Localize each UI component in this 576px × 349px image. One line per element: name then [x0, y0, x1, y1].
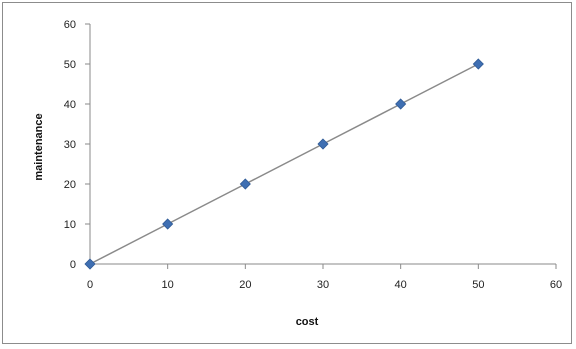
axes: 0 10 20 30 40 50 60 0 10 20 30 40 50 60: [64, 19, 562, 291]
x-tick-label: 60: [550, 279, 562, 291]
y-tick-label: 20: [64, 179, 76, 191]
chart-frame: [2, 2, 572, 344]
x-tick-label: 0: [87, 279, 93, 291]
y-tick-label: 30: [64, 139, 76, 151]
x-tick-label: 10: [162, 279, 174, 291]
data-point: [162, 218, 174, 230]
y-tick-label: 50: [64, 59, 76, 71]
y-tick-label: 10: [64, 219, 76, 231]
series-line: [89, 63, 479, 265]
data-point: [317, 138, 329, 150]
data-point: [472, 58, 484, 70]
x-tick-label: 20: [239, 279, 251, 291]
y-tick-label: 40: [64, 99, 76, 111]
y-axis-label: maintenance: [33, 113, 45, 180]
y-tick-label: 60: [64, 19, 76, 31]
series-layer: [84, 58, 484, 270]
y-tick-label: 0: [70, 259, 76, 271]
data-point: [239, 178, 251, 190]
x-tick-label: 30: [317, 279, 329, 291]
data-point: [395, 98, 407, 110]
data-point: [84, 258, 96, 270]
x-tick-label: 40: [395, 279, 407, 291]
x-axis-label: cost: [296, 316, 319, 328]
x-tick-label: 50: [472, 279, 484, 291]
